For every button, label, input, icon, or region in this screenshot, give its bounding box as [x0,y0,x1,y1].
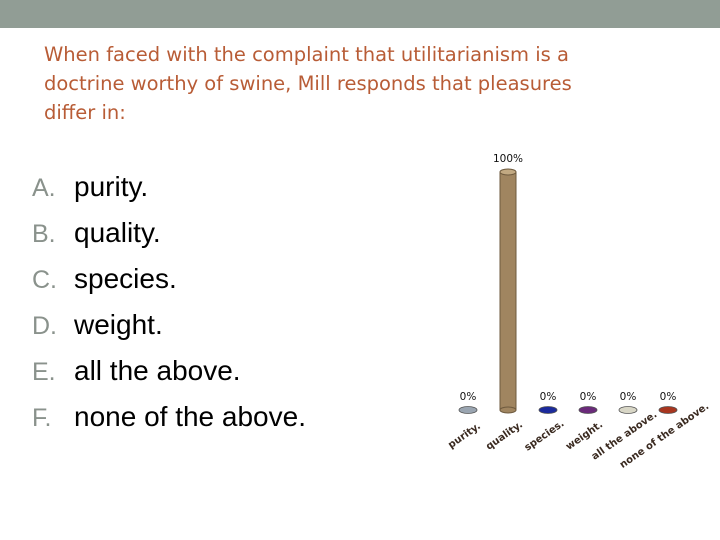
question-line: When faced with the complaint that utili… [44,43,569,66]
option-letter: C. [32,266,57,294]
bar-base-2 [499,406,517,414]
option-e[interactable]: E. all the above. [32,348,306,394]
option-letter: A. [32,174,56,202]
question-line: doctrine worthy of swine, Mill responds … [44,72,572,95]
option-letter: D. [32,312,57,340]
response-chart: 0%purity.100%quality.0%species.0%weight.… [446,153,710,471]
option-letter: E. [32,358,56,386]
bar-6 [658,406,678,414]
option-f[interactable]: F. none of the above. [32,394,306,440]
tick-label-5: all the above. [590,409,659,462]
question-line: differ in: [44,101,126,124]
option-a[interactable]: A. purity. [32,164,306,210]
tick-label-2: quality. [484,419,525,452]
bar-2 [499,171,517,411]
option-letter: F. [32,404,52,432]
option-b[interactable]: B. quality. [32,210,306,256]
bar-4 [578,406,598,414]
option-d[interactable]: D. weight. [32,302,306,348]
bar-1 [458,406,478,414]
option-c[interactable]: C. species. [32,256,306,302]
answer-options: A. purity. B. quality. C. species. D. weight… [32,164,306,440]
data-label-6: 0% [660,391,677,403]
top-bar [0,0,720,28]
option-letter: B. [32,220,56,248]
data-label-4: 0% [580,391,597,403]
tick-label-3: species. [523,418,567,453]
bar-cap-2 [499,168,517,176]
option-text: purity. [74,171,149,202]
option-text: all the above. [74,355,241,386]
question-text: When faced with the complaint that utili… [44,40,644,127]
data-label-3: 0% [540,391,557,403]
option-text: quality. [74,217,161,248]
bar-3 [538,406,558,414]
bar-5 [618,406,638,414]
data-label-2: 100% [493,153,523,165]
option-text: weight. [74,309,163,340]
option-text: species. [74,263,177,294]
data-label-5: 0% [620,391,637,403]
option-text: none of the above. [74,401,306,432]
data-label-1: 0% [460,391,477,403]
tick-label-1: purity. [446,421,482,451]
